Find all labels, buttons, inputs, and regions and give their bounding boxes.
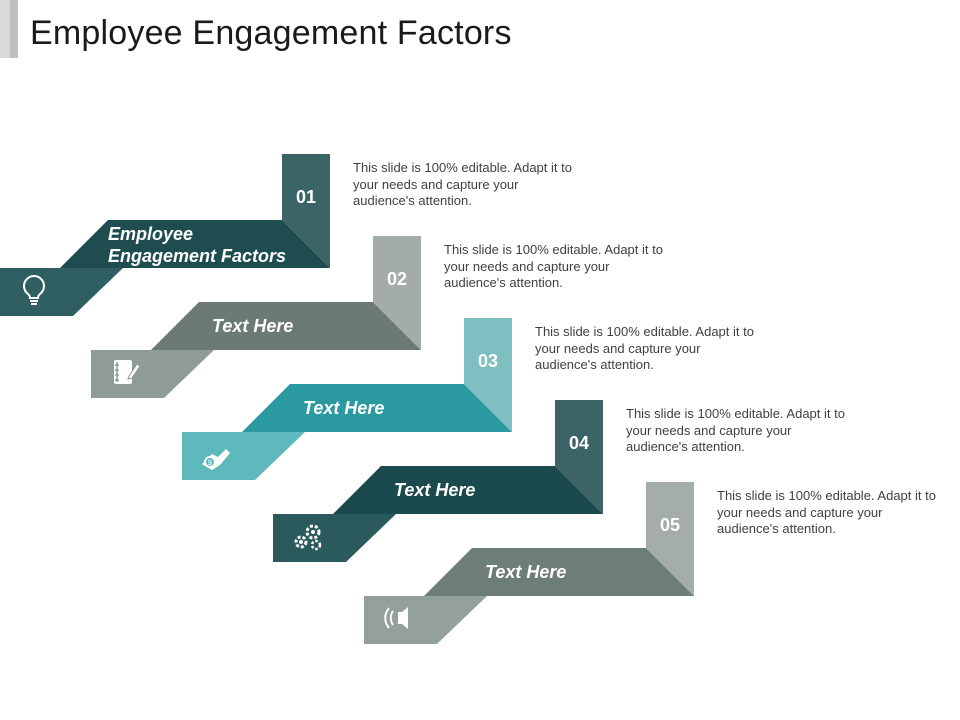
step-description: This slide is 100% editable. Adapt it to…	[353, 160, 572, 208]
speaker-icon	[378, 598, 418, 638]
label-band	[151, 302, 421, 350]
step-label: Text Here	[303, 398, 385, 418]
notebook-icon	[105, 352, 145, 392]
step-number: 05	[659, 515, 681, 535]
title-accent-bar	[0, 0, 18, 58]
step-label-line1: Employee	[108, 224, 194, 244]
money-hand-icon: $	[196, 434, 236, 474]
step-label: Text Here	[394, 480, 476, 500]
step-number: 02	[386, 269, 408, 289]
step-label-line2: Engagement Factors	[108, 246, 287, 266]
icon-box	[0, 268, 123, 316]
step-description: This slide is 100% editable. Adapt it to…	[535, 324, 754, 372]
label-band	[333, 466, 603, 514]
number-tab	[464, 318, 512, 432]
svg-text:$: $	[208, 460, 212, 467]
gears-icon	[287, 516, 327, 556]
step-label: Employee Engagement Factors	[108, 223, 286, 267]
icon-box	[182, 432, 305, 480]
step-label: Text Here	[212, 316, 294, 336]
step-label: Text Here	[485, 562, 567, 582]
label-band	[60, 220, 330, 268]
icon-box	[273, 514, 396, 562]
label-band	[424, 548, 694, 596]
step-number: 01	[295, 187, 317, 207]
icon-box	[91, 350, 214, 398]
lightbulb-icon	[14, 270, 54, 310]
step-description: This slide is 100% editable. Adapt it to…	[717, 488, 936, 536]
number-tab	[373, 236, 421, 350]
number-tab	[646, 482, 694, 596]
slide-title: Employee Engagement Factors	[30, 14, 512, 52]
step-description: This slide is 100% editable. Adapt it to…	[626, 406, 845, 454]
number-tab	[555, 400, 603, 514]
step-description: This slide is 100% editable. Adapt it to…	[444, 242, 663, 290]
icon-box	[364, 596, 487, 644]
step-number: 03	[477, 351, 499, 371]
label-band	[242, 384, 512, 432]
number-tab	[282, 154, 330, 268]
step-number: 04	[568, 433, 590, 453]
